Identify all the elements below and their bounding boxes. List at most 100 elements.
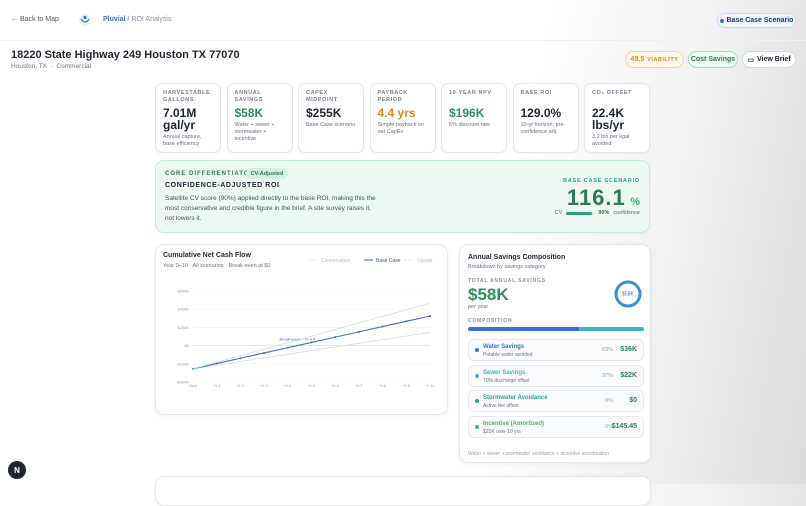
series-line — [192, 302, 431, 370]
legend-label: Upside — [417, 258, 433, 264]
item-note: 70% discharge offset — [483, 377, 530, 384]
item-amount: $36K — [620, 346, 637, 353]
cv-value: 90% — [598, 210, 610, 216]
item-dot — [475, 424, 479, 429]
metric-note: Simple payback on net CapEx — [377, 122, 424, 135]
item-dot — [475, 373, 479, 378]
metric-label: CO₂ OFFSET — [592, 90, 632, 96]
item-dot — [475, 348, 479, 352]
metric-note: Annual capture, base efficiency — [163, 134, 202, 147]
point — [405, 320, 408, 323]
total-per: per year — [468, 304, 489, 310]
x-tick-label: Yr 10 — [425, 383, 435, 388]
metric-note: Water + sewer + stormwater + incentive — [234, 122, 275, 142]
item-name: Sewer Savings — [483, 369, 526, 376]
total-label: TOTAL ANNUAL SAVINGS — [468, 278, 546, 284]
savings-footer: Water + sewer + stormwater avoidance + i… — [468, 451, 609, 457]
metric-value: 129.0% — [520, 106, 562, 120]
roi-value: 116.1 — [566, 185, 626, 210]
cv-bar — [566, 211, 592, 215]
back-link[interactable]: ← Back to Map — [11, 16, 59, 23]
total-value: $58K — [468, 285, 509, 304]
cost-savings-button[interactable]: Cost Savings — [688, 51, 738, 68]
metric-label: HARVESTABLE GALLONS — [163, 90, 211, 103]
kicker: CORE DIFFERENTIATOR — [165, 171, 255, 177]
back-text: Back to Map — [19, 16, 59, 23]
metric-note: Base Case scenario — [306, 122, 356, 128]
x-tick-label: Yr 6 — [332, 383, 340, 388]
item-pct: 0% — [605, 423, 613, 430]
breadcrumb: Pluvial / ROI Analysis — [103, 16, 172, 23]
y-tick-label: $0 — [185, 343, 190, 348]
metric-card: 10-YEAR NPV $196K 5% discount rate — [441, 83, 507, 153]
metric-label: BASE ROI — [520, 90, 552, 96]
item-pct: 37% — [601, 372, 613, 379]
y-tick-label: -$400K — [176, 380, 189, 385]
point — [381, 325, 384, 328]
diff-title: CONFIDENCE-ADJUSTED ROI — [165, 182, 280, 189]
annotation: Break-even ~ Yr 4.4 — [279, 337, 315, 342]
cv-label: CV — [554, 210, 563, 216]
item-note: Potable water avoided — [483, 352, 533, 358]
property-meta: Houston, TX · Commercial — [11, 63, 92, 70]
metric-label: PAYBACK PERIOD — [377, 90, 408, 103]
city: Houston, TX — [11, 63, 48, 70]
point — [310, 341, 313, 344]
viability-pill: 49.5 VIABILITY — [625, 51, 684, 68]
view-brief-button[interactable]: ▭ View Brief — [742, 51, 796, 68]
cv-row: CV 90% confidence — [555, 210, 640, 216]
point — [239, 357, 242, 360]
x-tick-label: Yr 4 — [284, 383, 292, 388]
item-pct: 0% — [605, 398, 613, 404]
cash-flow-chart: Cumulative Net Cash Flow Year 0–10 · All… — [163, 252, 436, 388]
brand: Pluvial — [103, 16, 126, 23]
point — [334, 336, 337, 339]
metric-card: BASE ROI 129.0% 10-yr horizon, pre-confide… — [512, 83, 579, 153]
view-brief-text: View Brief — [756, 56, 791, 63]
logo — [79, 14, 91, 26]
y-tick-label: $200K — [177, 325, 189, 330]
differentiator-panel: CORE DIFFERENTIATOR CV-Adjusted CONFIDEN… — [155, 160, 650, 233]
metric-card: CO₂ OFFSET 22.4K lbs/yr 3.2 lbs per kgal a… — [584, 83, 650, 153]
corner-badge[interactable]: N — [8, 461, 26, 479]
item-dot — [475, 399, 479, 403]
x-tick-label: Yr 7 — [355, 383, 363, 388]
savings-panel: Annual Savings Composition Breakdown by … — [459, 244, 651, 463]
legend-label: Conservative — [321, 258, 350, 264]
metric-card: PAYBACK PERIOD 4.4 yrs Simple payback on n… — [369, 83, 436, 153]
item-pct: 63% — [601, 347, 613, 353]
viability-score: 49.5 — [630, 56, 645, 63]
metric-note: 3.2 lbs per kgal avoided — [592, 134, 630, 147]
roi: 116.1 % — [567, 185, 640, 211]
x-tick-label: Now — [189, 383, 197, 388]
item-amount: $0 — [629, 397, 637, 404]
composition-segment — [468, 327, 579, 331]
diff-text: Satellite CV score (90%) applied directl… — [165, 195, 376, 222]
x-tick-label: Yr 2 — [237, 383, 245, 388]
metric-card: HARVESTABLE GALLONS 7.01M gal/yr Annual ca… — [155, 83, 221, 153]
composition-segment — [578, 327, 644, 331]
scenario-pill[interactable]: Base Case Scenario — [717, 13, 796, 28]
roi-unit: % — [630, 196, 640, 208]
metric-value: $255K — [306, 106, 342, 120]
item-amount: $145.45 — [611, 422, 637, 430]
metric-label: ANNUAL SAVINGS — [234, 90, 264, 103]
x-tick-label: Yr 9 — [403, 383, 411, 388]
savings-item: Incentive (Amortized) $25K over 10 yrs 0% $… — [468, 415, 644, 438]
composition-label: COMPOSITION — [468, 318, 513, 324]
donut: $58K — [614, 280, 642, 308]
roi-scenario: BASE CASE SCENARIO — [562, 178, 640, 184]
savings-item: Water Savings Potable water avoided 63% $36… — [468, 339, 644, 361]
metric-cards: HARVESTABLE GALLONS 7.01M gal/yr Annual ca… — [155, 83, 650, 153]
y-tick-label: $400K — [177, 307, 189, 312]
scenario-text: Base Case Scenario — [726, 17, 794, 24]
property-type: Commercial — [56, 63, 92, 70]
point — [263, 351, 266, 354]
item-note: $25K over 10 yrs — [483, 428, 521, 435]
metric-label: CAPEX MIDPOINT — [306, 90, 338, 103]
metric-note: 5% discount rate — [449, 122, 490, 128]
address: 18220 State Highway 249 Houston TX 77070 — [11, 49, 240, 61]
item-name: Incentive (Amortized) — [483, 420, 545, 427]
series-line — [192, 332, 431, 370]
